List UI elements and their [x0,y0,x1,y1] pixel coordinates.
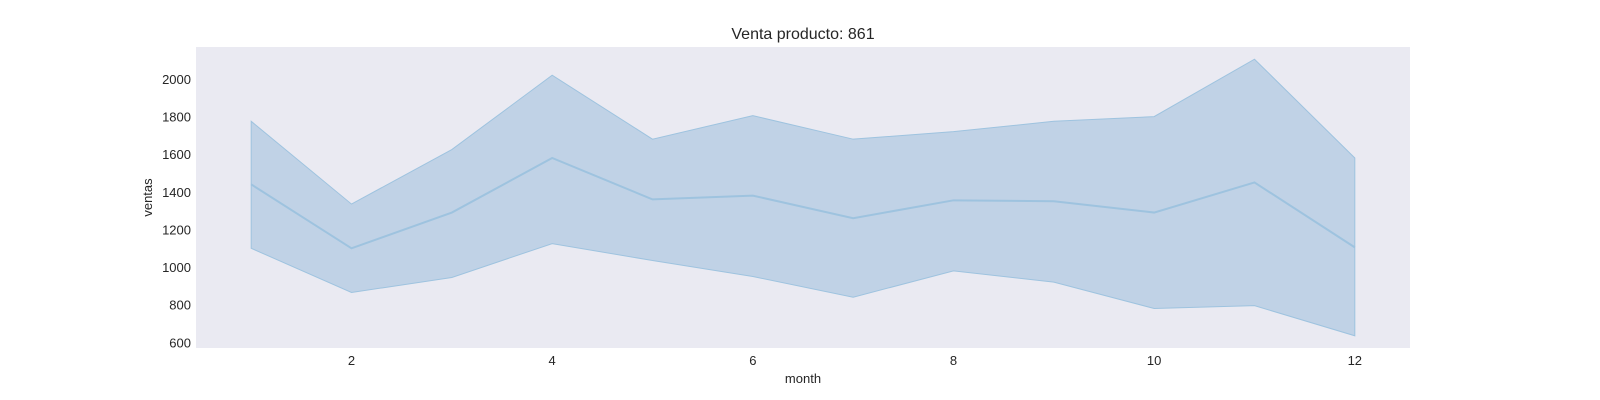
y-tick-label: 1200 [162,222,191,237]
x-tick-label: 8 [950,353,957,368]
x-tick-labels: 2 4 6 8 10 12 [348,353,1362,368]
x-tick-label: 2 [348,353,355,368]
x-tick-label: 6 [749,353,756,368]
y-tick-label: 1400 [162,185,191,200]
x-axis-label: month [785,371,821,386]
y-tick-label: 1000 [162,260,191,275]
y-tick-label: 800 [169,298,191,313]
x-tick-label: 4 [549,353,556,368]
x-tick-label: 10 [1147,353,1161,368]
confidence-band [250,58,1356,337]
series-line-layer [250,156,1356,250]
y-tick-label: 600 [169,335,191,350]
confidence-band-layer [250,58,1356,337]
y-tick-label: 1800 [162,110,191,125]
y-axis-label: ventas [140,178,155,217]
x-tick-label: 12 [1348,353,1362,368]
series-line [250,156,1356,250]
y-tick-labels: 600 800 1000 1200 1400 1600 1800 2000 [162,72,191,350]
y-tick-label: 2000 [162,72,191,87]
chart-title: Venta producto: 861 [731,26,874,43]
y-tick-label: 1600 [162,147,191,162]
